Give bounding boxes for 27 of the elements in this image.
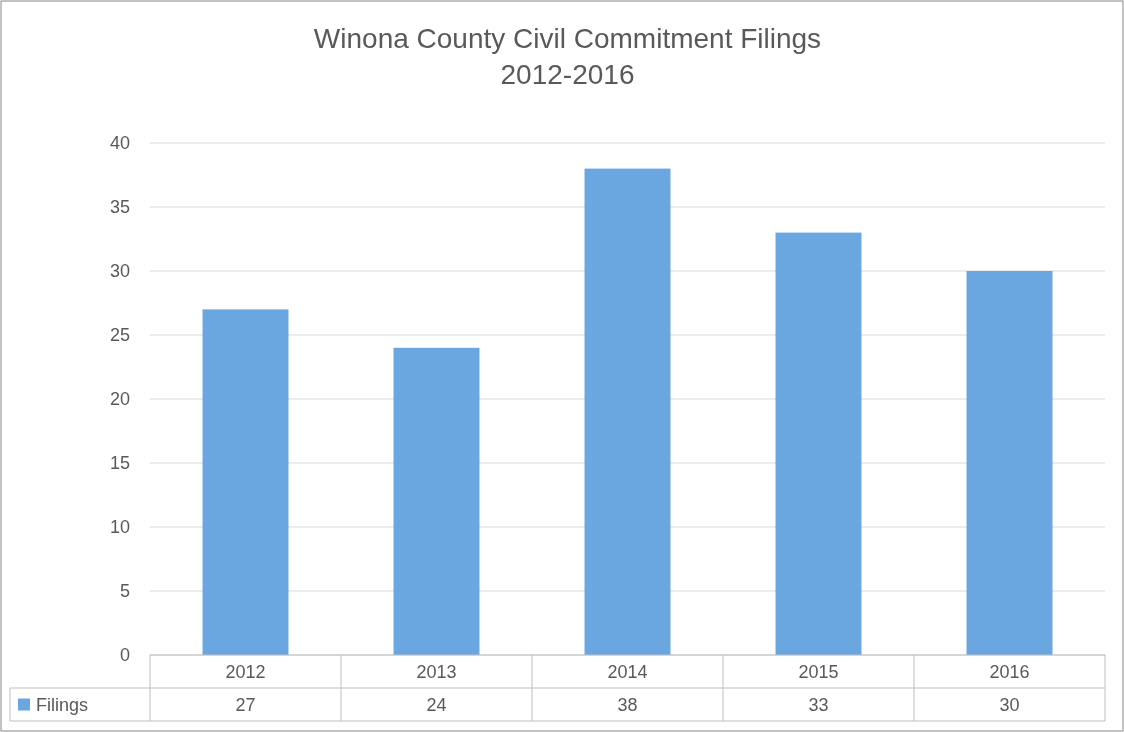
- x-tick-label: 2013: [416, 661, 457, 682]
- y-tick-label: 10: [109, 517, 130, 538]
- y-tick-label: 0: [119, 645, 130, 666]
- bar: [966, 271, 1053, 655]
- chart-title: Winona County Civil Commitment Filings: [313, 23, 822, 54]
- data-label: 24: [426, 694, 447, 715]
- bar: [775, 232, 862, 655]
- chart-subtitle: 2012-2016: [500, 59, 635, 90]
- y-tick-label: 5: [119, 581, 130, 602]
- y-tick-label: 15: [109, 453, 130, 474]
- x-tick-label: 2016: [989, 661, 1030, 682]
- y-tick-label: 35: [109, 197, 130, 218]
- bar: [202, 309, 289, 655]
- y-tick-label: 40: [109, 133, 130, 154]
- data-label: 33: [808, 694, 829, 715]
- y-tick-label: 20: [109, 389, 130, 410]
- data-label: 27: [235, 694, 256, 715]
- x-tick-label: 2015: [798, 661, 839, 682]
- y-tick-label: 30: [109, 261, 130, 282]
- legend-label: Filings: [36, 694, 89, 715]
- bar: [584, 168, 671, 655]
- x-tick-label: 2012: [225, 661, 266, 682]
- x-tick-label: 2014: [607, 661, 648, 682]
- y-tick-label: 25: [109, 325, 130, 346]
- bar: [393, 347, 480, 655]
- data-label: 30: [999, 694, 1020, 715]
- data-label: 38: [617, 694, 638, 715]
